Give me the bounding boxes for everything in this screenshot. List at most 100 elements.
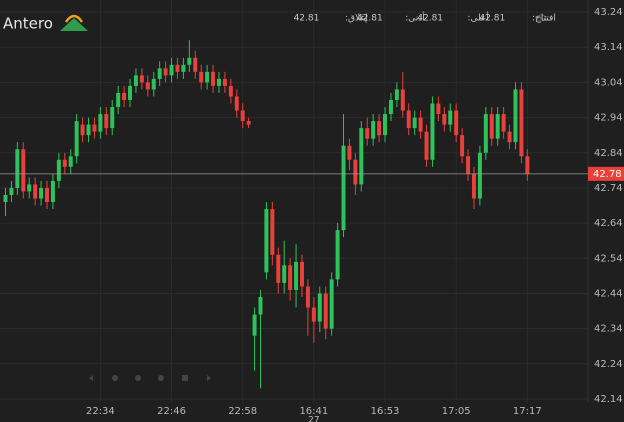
y-tick-label: 42.34 — [594, 324, 623, 335]
candle-body — [163, 68, 168, 76]
candle-body — [323, 293, 328, 329]
candle-body — [264, 209, 269, 273]
candle-body — [383, 114, 388, 136]
x-tick-label: 22:46 — [157, 406, 186, 417]
candle-body — [15, 149, 20, 188]
candle-body — [39, 187, 44, 199]
candle-body — [139, 75, 144, 83]
ohlc-value: 42.81 — [294, 14, 320, 24]
candle-body — [317, 293, 322, 322]
y-tick-label: 42.44 — [594, 288, 623, 299]
candle-body — [246, 121, 251, 125]
candle-body — [56, 159, 61, 181]
ohlc-label: افتتاح: — [532, 14, 556, 24]
candle-body — [228, 85, 233, 97]
candle-body — [199, 71, 204, 83]
x-tick-label: 22:34 — [86, 406, 115, 417]
candle-body — [27, 184, 32, 192]
candle-body — [454, 110, 459, 136]
candle-body — [377, 121, 382, 136]
y-tick-label: 42.94 — [594, 113, 623, 124]
candle-body — [365, 128, 370, 139]
candle-body — [276, 254, 281, 283]
candle-body — [252, 314, 257, 336]
candle-body — [448, 110, 453, 125]
candle-body — [92, 124, 97, 132]
candle-body — [21, 149, 26, 192]
candle-body — [466, 156, 471, 174]
candle-body — [62, 159, 67, 167]
candle-body — [311, 307, 316, 322]
candle-body — [116, 92, 121, 108]
candle-body — [335, 230, 340, 280]
candle-body — [45, 187, 50, 202]
candle-body — [288, 265, 293, 290]
candle-body — [68, 156, 73, 167]
candle-body — [270, 209, 275, 255]
candle-body — [418, 117, 423, 132]
candle-body — [187, 57, 192, 65]
candle-body — [258, 296, 263, 315]
candle-body — [347, 145, 352, 160]
candle-body — [329, 279, 334, 329]
candle-body — [394, 89, 399, 100]
x-tick-label: 16:53 — [371, 406, 400, 417]
candle-body — [501, 114, 506, 132]
candle-body — [151, 78, 156, 90]
candle-body — [371, 121, 376, 139]
candle-body — [9, 187, 14, 195]
candle-body — [122, 92, 127, 100]
y-tick-label: 43.14 — [594, 42, 623, 53]
candle-body — [175, 64, 180, 72]
candle-body — [211, 71, 216, 86]
logo — [60, 14, 88, 31]
candle-body — [436, 103, 441, 115]
candle-body — [157, 68, 162, 79]
grid — [0, 0, 588, 403]
candle-body — [406, 110, 411, 129]
candle-body — [483, 114, 488, 153]
y-tick-label: 42.74 — [594, 183, 623, 194]
eye-icon — [535, 14, 547, 22]
candle-body — [359, 128, 364, 185]
candle-body — [205, 71, 210, 83]
y-tick-label: 43.24 — [594, 7, 623, 18]
y-tick-label: 42.54 — [594, 253, 623, 264]
ohlc-value: 42.81 — [417, 14, 443, 24]
date-label: 27 — [308, 416, 319, 422]
candle-body — [477, 152, 482, 199]
x-tick-label: 17:05 — [442, 406, 471, 417]
candle-body — [400, 89, 405, 111]
candle-body — [519, 89, 524, 157]
candle-body — [128, 85, 133, 100]
candle-body — [353, 159, 358, 185]
candle-body — [3, 194, 8, 202]
candle-body — [489, 114, 494, 139]
last-price-label: 42.78 — [593, 169, 622, 180]
candle-body — [234, 96, 239, 111]
candle-body — [169, 64, 174, 76]
y-tick-label: 42.24 — [594, 359, 623, 370]
candle-body — [80, 124, 85, 136]
candle-body — [98, 114, 103, 132]
candle-body — [507, 131, 512, 143]
candle-body — [282, 265, 287, 283]
candle-body — [341, 145, 346, 231]
candle-body — [193, 57, 198, 72]
candle-body — [86, 124, 91, 136]
candle-body — [412, 117, 417, 129]
candle-body — [216, 78, 221, 86]
candle-body — [513, 89, 518, 143]
x-tick-label: 17:17 — [513, 406, 542, 417]
x-tick-label: 16:41 — [299, 406, 328, 417]
candle-body — [133, 75, 138, 86]
candle-body — [525, 156, 530, 174]
last-price-box — [588, 166, 624, 181]
candles — [3, 40, 530, 389]
y-tick-label: 42.84 — [594, 148, 623, 159]
candle-body — [240, 110, 245, 122]
candle-body — [181, 64, 186, 72]
y-tick-label: 42.64 — [594, 218, 623, 229]
candle-body — [460, 135, 465, 157]
candle-body — [430, 103, 435, 160]
